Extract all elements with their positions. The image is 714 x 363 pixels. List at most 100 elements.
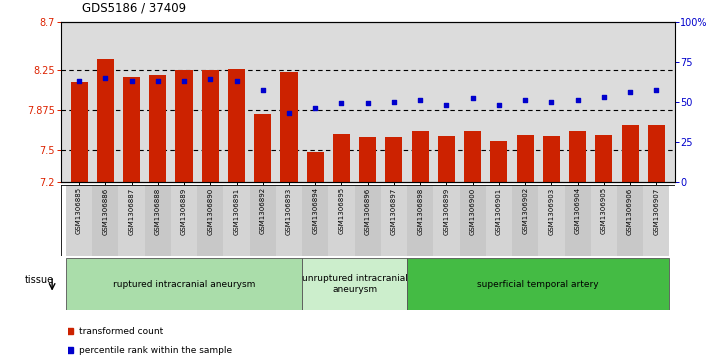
Bar [92, 185, 119, 256]
Point [441, 102, 452, 108]
Text: unruptured intracranial
aneurysm: unruptured intracranial aneurysm [301, 274, 408, 294]
Point [388, 99, 400, 105]
Bar [307, 152, 323, 182]
Bar [171, 185, 197, 256]
Bar [149, 75, 166, 182]
Point [126, 78, 137, 84]
Bar [433, 185, 460, 256]
Bar [176, 70, 193, 182]
Point [309, 105, 321, 111]
Text: GSM1306891: GSM1306891 [233, 187, 239, 234]
Bar [464, 131, 481, 182]
Text: GSM1306893: GSM1306893 [286, 187, 292, 234]
Point [283, 110, 295, 116]
Bar [648, 125, 665, 182]
Bar [569, 131, 586, 182]
Bar [460, 185, 486, 256]
Text: superficial temporal artery: superficial temporal artery [478, 280, 599, 289]
Bar [617, 185, 643, 256]
Bar [595, 135, 613, 182]
Point [520, 97, 531, 103]
Bar [386, 137, 403, 182]
Bar [123, 77, 140, 182]
Bar [119, 185, 145, 256]
Text: GDS5186 / 37409: GDS5186 / 37409 [82, 1, 186, 15]
Bar [359, 137, 376, 182]
Point [204, 76, 216, 82]
Text: GSM1306894: GSM1306894 [312, 187, 318, 234]
Bar [197, 185, 223, 256]
Bar [66, 258, 302, 310]
Bar [491, 141, 508, 182]
Point [467, 95, 478, 101]
Bar [355, 185, 381, 256]
Point [650, 87, 662, 93]
Point [99, 75, 111, 81]
Bar [97, 59, 114, 182]
Text: GSM1306888: GSM1306888 [155, 187, 161, 234]
Text: GSM1306898: GSM1306898 [417, 187, 423, 234]
Text: GSM1306885: GSM1306885 [76, 187, 82, 234]
Bar [381, 185, 407, 256]
Text: percentile rank within the sample: percentile rank within the sample [79, 346, 231, 355]
Text: GSM1306892: GSM1306892 [260, 187, 266, 234]
Bar [486, 185, 512, 256]
Point [74, 78, 85, 84]
Text: ruptured intracranial aneurysm: ruptured intracranial aneurysm [113, 280, 255, 289]
Bar [71, 82, 88, 182]
Text: GSM1306907: GSM1306907 [653, 187, 659, 234]
Text: transformed count: transformed count [79, 327, 163, 335]
Bar [302, 258, 407, 310]
Text: GSM1306902: GSM1306902 [522, 187, 528, 234]
Bar [512, 185, 538, 256]
Bar [622, 125, 638, 182]
Point [545, 99, 557, 105]
Bar [302, 185, 328, 256]
Bar [228, 69, 245, 182]
Bar [643, 185, 670, 256]
Bar [438, 136, 455, 182]
Text: tissue: tissue [24, 276, 54, 285]
Text: GSM1306901: GSM1306901 [496, 187, 502, 234]
Bar [565, 185, 590, 256]
Bar [250, 185, 276, 256]
Text: GSM1306896: GSM1306896 [365, 187, 371, 234]
Text: GSM1306897: GSM1306897 [391, 187, 397, 234]
Bar [254, 114, 271, 182]
Bar [407, 258, 670, 310]
Bar [333, 134, 350, 182]
Bar [590, 185, 617, 256]
Point [598, 94, 610, 100]
Point [336, 100, 347, 106]
Point [178, 78, 190, 84]
Point [152, 78, 164, 84]
Bar [328, 185, 355, 256]
Bar [66, 185, 92, 256]
Text: GSM1306886: GSM1306886 [102, 187, 109, 234]
Bar [538, 185, 565, 256]
Text: GSM1306905: GSM1306905 [601, 187, 607, 234]
Text: GSM1306906: GSM1306906 [627, 187, 633, 234]
Bar [543, 136, 560, 182]
Point [362, 100, 373, 106]
Text: GSM1306895: GSM1306895 [338, 187, 344, 234]
Bar [407, 185, 433, 256]
Point [625, 89, 636, 95]
Bar [412, 131, 428, 182]
Bar [517, 135, 533, 182]
Point [231, 78, 242, 84]
Text: GSM1306890: GSM1306890 [207, 187, 213, 234]
Bar [145, 185, 171, 256]
Text: GSM1306899: GSM1306899 [443, 187, 449, 234]
Bar [202, 70, 218, 182]
Text: GSM1306887: GSM1306887 [129, 187, 134, 234]
Point [572, 97, 583, 103]
Text: GSM1306900: GSM1306900 [470, 187, 476, 234]
Bar [281, 72, 298, 182]
Point [415, 97, 426, 103]
Text: GSM1306904: GSM1306904 [575, 187, 580, 234]
Bar [223, 185, 250, 256]
Text: GSM1306889: GSM1306889 [181, 187, 187, 234]
Text: GSM1306903: GSM1306903 [548, 187, 554, 234]
Point [493, 102, 505, 108]
